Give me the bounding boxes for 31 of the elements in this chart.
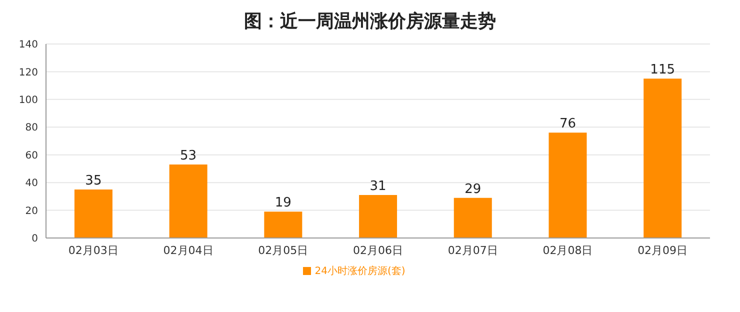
y-tick-label: 100	[18, 94, 38, 106]
x-tick-label: 02月07日	[448, 244, 498, 257]
bar	[264, 212, 302, 238]
data-label: 31	[370, 179, 386, 194]
y-tick-label: 40	[25, 178, 38, 190]
bar	[169, 164, 208, 238]
x-tick-label: 02月09日	[638, 244, 688, 257]
x-tick-label: 02月04日	[163, 244, 214, 257]
y-tick-label: 20	[25, 206, 38, 217]
legend-label: 24小时涨价房源(套)	[314, 266, 406, 277]
data-label: 115	[650, 62, 676, 78]
chart-title: 图：近一周温州涨价房源量走势	[243, 10, 497, 34]
y-tick-label: 0	[32, 234, 38, 245]
bar	[548, 132, 587, 238]
x-tick-label: 02月03日	[68, 244, 118, 257]
bar	[74, 190, 112, 238]
bar	[359, 195, 398, 238]
y-tick-label: 60	[25, 150, 38, 162]
x-tick-label: 02月06日	[353, 244, 403, 257]
y-tick-label: 140	[18, 40, 38, 51]
y-tick-label: 120	[18, 67, 38, 78]
x-tick-label: 02月05日	[258, 244, 308, 257]
data-label: 19	[274, 196, 292, 211]
x-tick-label: 02月08日	[542, 244, 593, 257]
data-label: 29	[464, 182, 482, 197]
bar	[644, 78, 682, 238]
bar	[454, 198, 492, 238]
data-label: 76	[559, 116, 576, 132]
y-tick-label: 80	[25, 122, 38, 134]
data-label: 53	[180, 148, 197, 164]
data-label: 35	[85, 174, 102, 188]
